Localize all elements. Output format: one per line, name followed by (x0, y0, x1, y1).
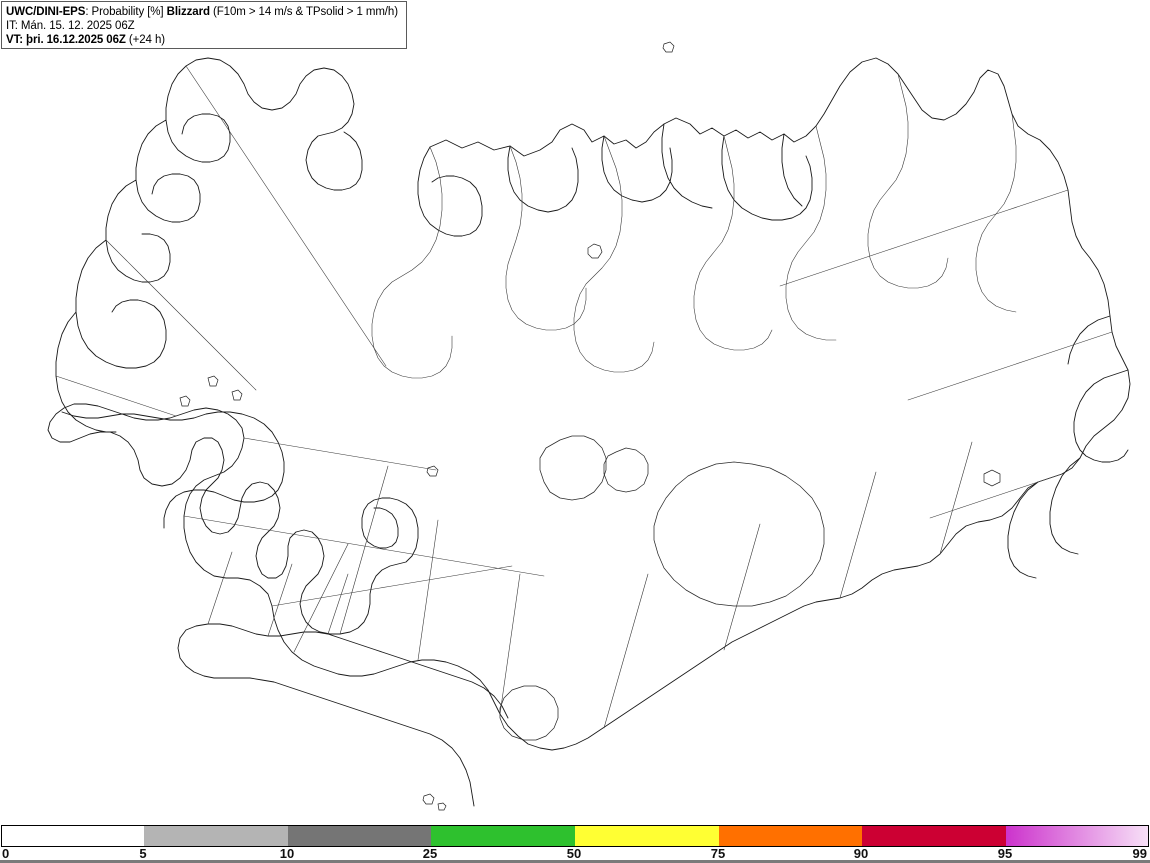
colorbar-tick-95: 95 (997, 846, 1013, 861)
island-breidafjordur-1 (207, 375, 219, 387)
colorbar-tick-75: 75 (710, 846, 726, 861)
parameter-name: Blizzard (166, 6, 210, 18)
colorbar-tick-0: 0 (2, 846, 10, 861)
snaefellsnes-peninsula (61, 411, 285, 529)
lead-time-label: (+24 h) (125, 34, 165, 46)
colorbar-tick-50: 50 (566, 846, 582, 861)
colorbar-segment-75-90 (719, 826, 862, 846)
admin-boundaries (55, 65, 1113, 729)
iceland-map-svg (47, 41, 1131, 811)
init-time-line: IT: Mán. 15. 12. 2025 06Z (6, 19, 402, 33)
valid-time-line: VT: þri. 16.12.2025 06Z (+24 h) (6, 33, 402, 47)
myrdalsjokull-glacier (499, 685, 559, 741)
colorbar-tick-5: 5 (139, 846, 147, 861)
westfjords-coastline (55, 57, 363, 433)
model-name: UWC/DINI-EPS (6, 6, 86, 18)
island-vestmannaeyjar (422, 793, 435, 805)
colorbar-segment-5-10 (144, 826, 288, 846)
island-flatey (179, 395, 191, 407)
init-time-label: IT: Mán. 15. 12. 2025 06Z (6, 20, 135, 32)
map-title-legend-box: UWC/DINI-EPS: Probability [%] Blizzard (… (1, 1, 407, 49)
north-coast-detail (507, 123, 813, 221)
colorbar-tick-90: 90 (853, 846, 869, 861)
lake-outline-2 (426, 465, 439, 477)
colorbar-segment-50-75 (575, 826, 719, 846)
vatnajokull-glacier (653, 461, 825, 607)
colorbar-baseline-rule (0, 860, 1150, 863)
langjokull-glacier (539, 435, 607, 501)
valid-time-label: VT: þri. 16.12.2025 06Z (6, 34, 126, 46)
hofsjokull-glacier (603, 447, 649, 493)
criteria-label: (F10m > 14 m/s & TPsolid > 1 mm/h) (209, 6, 398, 18)
quantity-label: : Probability [%] (85, 6, 167, 18)
colorbar-segment-10-25 (288, 826, 431, 846)
probability-colorbar: 0 5 10 25 50 75 90 95 99 (0, 825, 1150, 863)
reykjanes-peninsula (177, 623, 509, 807)
island-breidafjordur-2 (231, 389, 243, 401)
iceland-coastline (47, 57, 1131, 751)
colorbar-segment-95-99 (1006, 826, 1148, 846)
colorbar-segment-25-50 (431, 826, 575, 846)
colorbar-segment-90-95 (862, 826, 1006, 846)
island-grimsey (662, 41, 675, 53)
colorbar-tick-99: 99 (1132, 846, 1147, 861)
island-vestmannaeyjar-2 (437, 802, 447, 811)
colorbar-tick-10: 10 (279, 846, 295, 861)
colorbar-gradient-strip[interactable] (1, 825, 1149, 847)
map-canvas[interactable] (0, 0, 1150, 820)
lake-outline (587, 243, 603, 259)
colorbar-segment-0-5 (2, 826, 144, 846)
east-fjords-detail (1007, 315, 1129, 579)
lake-outline-3 (983, 469, 1001, 487)
colorbar-tick-labels: 0 5 10 25 50 75 90 95 99 (0, 846, 1150, 861)
colorbar-tick-25: 25 (422, 846, 438, 861)
title-line: UWC/DINI-EPS: Probability [%] Blizzard (… (6, 5, 402, 19)
